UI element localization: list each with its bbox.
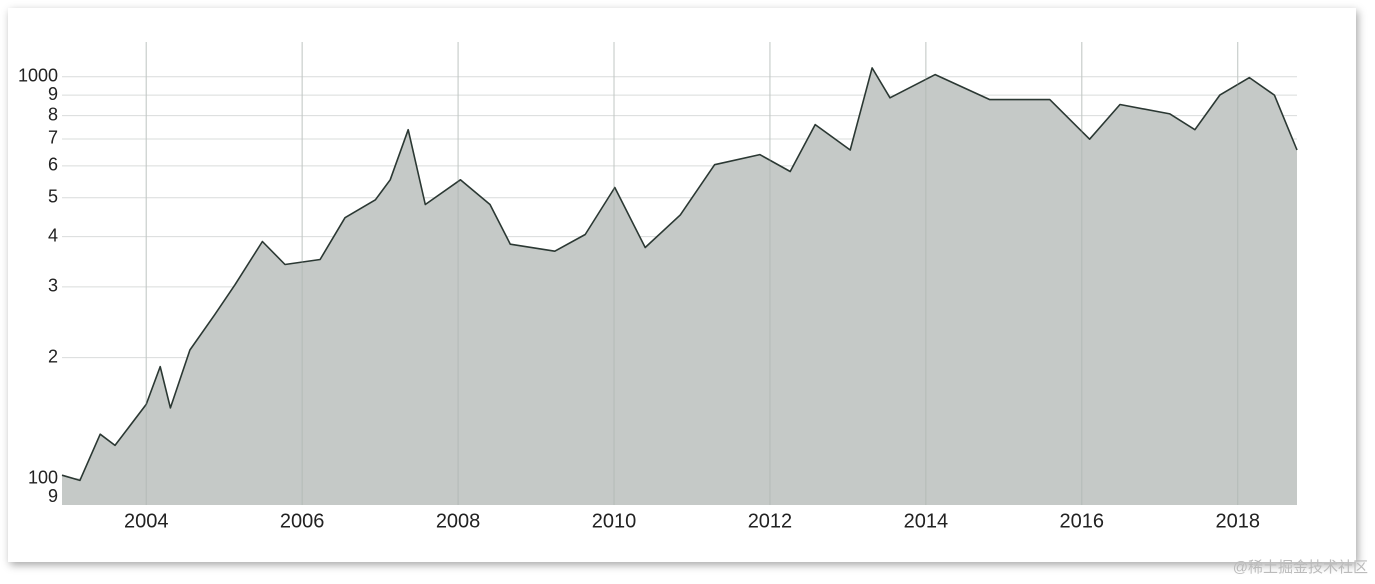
x-tick-label: 2012 [748,510,793,532]
y-tick-label: 5 [48,186,58,206]
watermark: @稀土掘金技术社区 [1233,559,1368,576]
y-tick-label: 9 [48,84,58,104]
x-tick-label: 2008 [436,510,481,532]
x-tick-label: 2016 [1060,510,1105,532]
y-tick-label: 100 [28,467,58,487]
y-tick-label: 4 [48,225,58,245]
area [62,67,1297,506]
y-tick-label: 8 [48,104,58,124]
line [61,67,1298,482]
x-tick-label: 2014 [904,510,949,532]
x-tick-label: 2006 [280,510,325,532]
x-tick-label: 2018 [1215,510,1260,532]
y-tick-label: 1000 [18,65,58,85]
y-tick-label: 2 [48,346,58,366]
y-tick-label: 9 [48,486,58,506]
x-tick-label: 2004 [124,510,169,532]
y-tick-label: 7 [48,128,58,148]
y-tick-label: 3 [48,276,58,296]
y-tick-label: 6 [48,155,58,175]
x-tick-label: 2010 [592,510,637,532]
